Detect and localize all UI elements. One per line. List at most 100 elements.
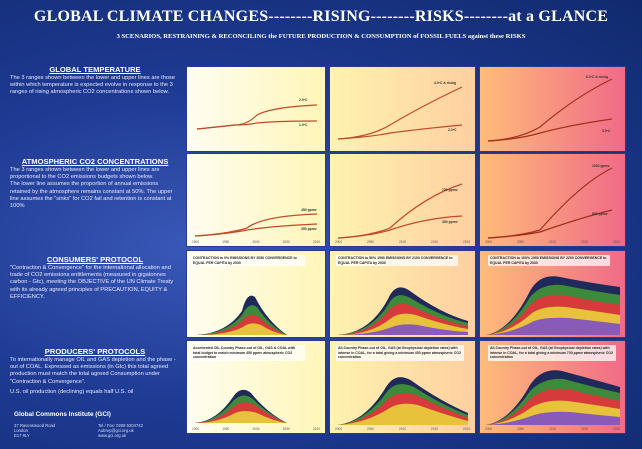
co2-chart-scenario-3: 1000 ppmv 650 ppmv 2000 2050 2100 2150 2200 (479, 153, 626, 247)
producers-chart-scenario-2: All-Country Phase-out of OIL, GAS (at Ge… (329, 340, 476, 434)
producers-heading: PRODUCERS' PROTOCOLS (44, 347, 146, 356)
address: 37 Ravenswood Road London E17 9LY (14, 423, 55, 439)
consumers-chart-scenario-2: CONTRACTION to 50% 1990 EMISSIONS BY 210… (329, 250, 476, 338)
tick-label: 2100 (312, 427, 320, 431)
tick-label: 2150 (430, 427, 438, 431)
stacked-production-area (486, 370, 620, 425)
temperature-text: The 3 ranges shown between the lower and… (10, 75, 176, 96)
temp-low-label: 2.0ºC (448, 128, 457, 132)
producers-chart-scenario-3: All-Country Phase-out of OIL, GAS (at Ge… (479, 340, 626, 434)
consumers-caption: CONTRACTION to 0% EMISSIONS BY 2050 CONV… (191, 255, 305, 266)
co2-curves (194, 213, 318, 237)
tick-label: 2050 (516, 427, 525, 431)
tick-label: 2200 (612, 427, 620, 431)
tick-label: 1900 (192, 427, 200, 431)
temperature-heading: GLOBAL TEMPERATURE (49, 65, 141, 74)
contact-line: www.gci.org.uk (98, 433, 127, 439)
stacked-production-area (338, 377, 468, 425)
x-axis-ticks: 2000 2050 2100 2150 2200 (480, 427, 625, 431)
page-title: GLOBAL CLIMATE CHANGES--------RISING----… (33, 8, 609, 25)
co2-text-1: The 3 ranges shown between the lower and… (10, 167, 160, 181)
x-axis-ticks: 2000 2050 2100 2150 2200 (330, 240, 475, 244)
temperature-curves (196, 104, 318, 130)
temperature-chart-scenario-3: 6.0ºC & rising 3.0ºC (479, 66, 626, 152)
producers-caption: Accelerated OIL-Country Phase-out of OIL… (191, 345, 305, 361)
tick-label: 2100 (312, 240, 320, 244)
consumers-chart-scenario-1: CONTRACTION to 0% EMISSIONS BY 2050 CONV… (186, 250, 326, 338)
temperature-chart-scenario-2: 4.0ºC & rising 2.0ºC (329, 66, 476, 152)
tick-label: 2000 (485, 240, 493, 244)
page-subtitle: 3 SCENARIOS, RESTRAINING & RECONCILING t… (116, 33, 526, 40)
producers-text-1: To internationally manage OIL and GAS de… (10, 357, 176, 385)
temperature-curves (487, 78, 613, 142)
temp-high-label: 6.0ºC & rising (586, 75, 608, 79)
x-axis-ticks: 1900 1950 2000 2050 2100 (187, 240, 325, 244)
producers-caption: All-Country Phase-out of OIL, GAS (at Ge… (336, 345, 464, 361)
tick-label: 2050 (516, 240, 525, 244)
co2-chart-scenario-2: 700 ppmv 450 ppmv 2000 2050 2100 2150 2200 (329, 153, 476, 247)
consumers-heading: CONSUMERS' PROTOCOL (46, 255, 144, 264)
producers-text: To internationally manage OIL and GAS de… (10, 357, 176, 396)
temp-high-label: 4.0ºC & rising (434, 81, 456, 85)
co2-text-2: The lower line assumes the proportion of… (10, 181, 173, 210)
tick-label: 2100 (548, 240, 557, 244)
x-axis-ticks: 2000 2050 2100 2150 2200 (330, 427, 475, 431)
tick-label: 2000 (252, 427, 260, 431)
tick-label: 2150 (430, 240, 438, 244)
stacked-production-area (195, 389, 287, 423)
tick-label: 2050 (366, 427, 375, 431)
tick-label: 2000 (485, 427, 493, 431)
consumers-caption: CONTRACTION to 100% 1990 EMISSIONS BY 22… (488, 255, 610, 266)
tick-label: 2050 (282, 427, 290, 431)
stacked-emissions-area (486, 276, 620, 335)
tick-label: 2000 (252, 240, 260, 244)
co2-curves (337, 183, 463, 239)
co2-chart-scenario-1: 450 ppmv 350 ppmv 1900 1950 2000 2050 2100 (186, 153, 326, 247)
producers-chart-scenario-1: Accelerated OIL-Country Phase-out of OIL… (186, 340, 326, 434)
tick-label: 2100 (398, 240, 407, 244)
stacked-emissions-area (338, 287, 468, 335)
tick-label: 2200 (612, 240, 620, 244)
address-line: 37 Ravenswood Road (14, 423, 56, 428)
co2-low-label: 450 ppmv (442, 220, 458, 224)
address-line: London (14, 428, 28, 434)
temperature-chart-scenario-1: 2.0ºC 1.0ºC (186, 66, 326, 152)
contact-info: Tel / Fax: 0208 5204742 Aubrey@gci.org.u… (98, 423, 143, 439)
tick-label: 2150 (580, 427, 588, 431)
tick-label: 2100 (548, 427, 557, 431)
tick-label: 1950 (222, 240, 230, 244)
temp-high-label: 2.0ºC (299, 98, 308, 102)
consumers-text: "Contraction & Convergence" for the inte… (10, 265, 174, 300)
x-axis-ticks: 1900 1950 2000 2050 2100 (187, 427, 325, 431)
tick-label: 1950 (222, 427, 230, 431)
co2-heading: ATMOSPHERIC CO2 CONCENTRATIONS (21, 157, 169, 166)
consumers-chart-scenario-3: CONTRACTION to 100% 1990 EMISSIONS BY 22… (479, 250, 626, 338)
co2-high-label: 450 ppmv (301, 208, 317, 212)
tick-label: 1900 (192, 240, 200, 244)
co2-low-label: 350 ppmv (301, 227, 317, 231)
co2-curves (487, 167, 613, 239)
stacked-emissions-area (197, 295, 287, 335)
contact-line: Tel / Fax: 0208 5204742 (98, 423, 143, 428)
org-name: Global Commons Institute (GCI) (14, 411, 111, 418)
tick-label: 2200 (462, 427, 470, 431)
consumers-caption: CONTRACTION to 50% 1990 EMISSIONS BY 210… (336, 255, 458, 266)
x-axis-ticks: 2000 2050 2100 2150 2200 (480, 240, 625, 244)
co2-high-label: 1000 ppmv (592, 164, 610, 168)
tick-label: 2000 (335, 427, 343, 431)
producers-text-2: U.S. oil production (declining) equals h… (10, 388, 134, 395)
co2-low-label: 650 ppmv (592, 212, 608, 216)
address-line: E17 9LY (14, 433, 30, 439)
producers-caption: All-Country Phase-out of OIL, GAS (at Ge… (488, 345, 616, 361)
co2-text: The 3 ranges shown between the lower and… (10, 167, 176, 210)
co2-high-label: 700 ppmv (442, 188, 458, 192)
temp-low-label: 1.0ºC (299, 123, 308, 127)
temperature-curves (337, 86, 463, 140)
tick-label: 2150 (580, 240, 588, 244)
tick-label: 2100 (398, 427, 407, 431)
tick-label: 2200 (462, 240, 470, 244)
temp-low-label: 3.0ºC (602, 129, 611, 133)
tick-label: 2050 (366, 240, 375, 244)
tick-label: 2000 (335, 240, 343, 244)
tick-label: 2050 (282, 240, 290, 244)
